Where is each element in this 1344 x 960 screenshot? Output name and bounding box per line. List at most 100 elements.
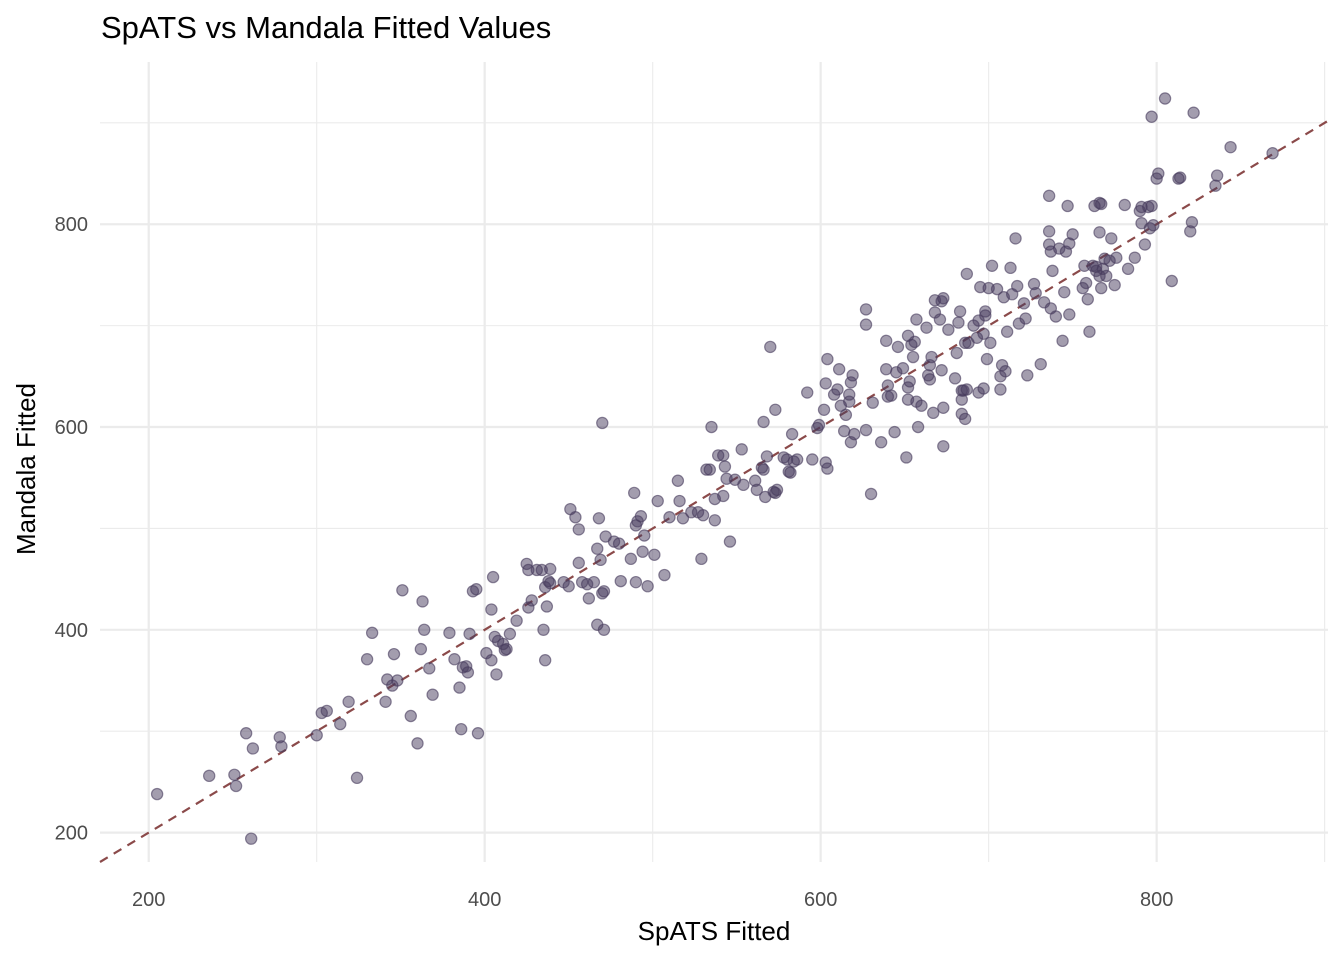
data-point	[1034, 357, 1047, 371]
x-tick-label: 200	[132, 889, 165, 911]
data-point	[911, 420, 925, 434]
data-point	[1158, 92, 1172, 105]
data-point	[948, 372, 962, 385]
data-point	[937, 440, 950, 453]
data-point	[1095, 197, 1108, 211]
data-point	[819, 377, 832, 390]
data-point	[396, 584, 409, 597]
data-point	[1061, 199, 1074, 213]
data-point	[717, 489, 730, 503]
data-point	[874, 436, 888, 449]
x-tick-label: 600	[804, 889, 837, 911]
data-point	[485, 603, 498, 616]
data-point	[903, 375, 916, 388]
x-tick-label: 400	[468, 889, 501, 911]
data-point	[735, 443, 748, 456]
data-point	[544, 576, 557, 590]
data-point	[503, 627, 517, 641]
data-point	[365, 626, 379, 640]
data-point	[592, 512, 606, 525]
data-point	[624, 552, 638, 566]
data-point	[1095, 281, 1108, 295]
data-point	[629, 575, 643, 589]
data-point	[806, 453, 819, 466]
data-point	[999, 365, 1012, 378]
data-point	[695, 552, 708, 566]
data-point	[891, 340, 905, 354]
data-point	[448, 653, 461, 666]
data-point	[648, 548, 661, 561]
y-tick-label: 200	[55, 823, 88, 845]
data-point	[760, 450, 774, 463]
data-point	[1042, 189, 1056, 203]
data-point	[1145, 199, 1158, 213]
data-point	[471, 727, 485, 740]
data-point	[1100, 269, 1113, 283]
data-point	[387, 647, 401, 661]
data-point	[790, 453, 804, 466]
data-point	[801, 386, 814, 399]
data-point	[634, 510, 648, 523]
data-point	[470, 583, 483, 596]
data-point	[418, 623, 431, 637]
data-point	[628, 486, 641, 500]
data-point	[737, 478, 750, 492]
data-point	[490, 668, 503, 681]
data-point	[228, 768, 241, 782]
data-point	[443, 626, 456, 640]
data-point	[275, 740, 288, 753]
data-point	[812, 418, 826, 432]
data-point	[1029, 286, 1042, 300]
data-point	[544, 562, 557, 576]
data-point	[859, 423, 873, 437]
data-point	[540, 600, 554, 613]
data-point	[360, 653, 374, 666]
data-point	[821, 462, 834, 475]
data-point	[1108, 278, 1121, 292]
data-point	[1128, 251, 1142, 264]
data-point	[980, 352, 994, 366]
data-point	[960, 383, 974, 396]
data-point	[866, 396, 879, 409]
data-point	[908, 335, 921, 349]
data-point	[1009, 232, 1022, 245]
data-point	[979, 305, 992, 318]
data-point	[404, 709, 417, 723]
data-point	[977, 327, 990, 340]
data-point	[244, 832, 258, 845]
data-point	[696, 509, 710, 522]
data-point	[920, 321, 933, 334]
data-point	[990, 282, 1004, 296]
data-point	[785, 427, 799, 441]
data-point	[1224, 140, 1237, 154]
data-point	[923, 373, 937, 386]
data-point	[769, 403, 782, 416]
data-point	[757, 415, 770, 429]
data-point	[1021, 369, 1034, 382]
data-point	[703, 463, 717, 476]
data-point	[676, 512, 690, 525]
data-point	[864, 487, 878, 501]
data-point	[597, 585, 611, 598]
data-point	[831, 383, 844, 396]
x-tick-label: 800	[1140, 889, 1173, 911]
data-point	[391, 674, 404, 687]
data-point	[906, 350, 920, 364]
data-point	[486, 570, 500, 584]
data-point	[587, 575, 601, 589]
chart-title: SpATS vs Mandala Fitted Values	[101, 10, 551, 45]
data-point	[594, 553, 607, 567]
data-point	[1147, 219, 1160, 232]
data-point	[612, 537, 626, 550]
y-axis-title: Mandala Fitted	[11, 383, 41, 555]
data-point	[879, 334, 893, 348]
data-point	[885, 389, 898, 402]
data-point	[1165, 274, 1178, 288]
data-point	[952, 316, 965, 329]
data-point	[1056, 334, 1069, 348]
data-point	[597, 623, 611, 637]
y-tick-label: 800	[55, 214, 88, 236]
data-point	[1063, 308, 1076, 321]
x-axis-ticks: 200 400 600 800	[132, 889, 1173, 911]
data-point	[239, 727, 253, 740]
